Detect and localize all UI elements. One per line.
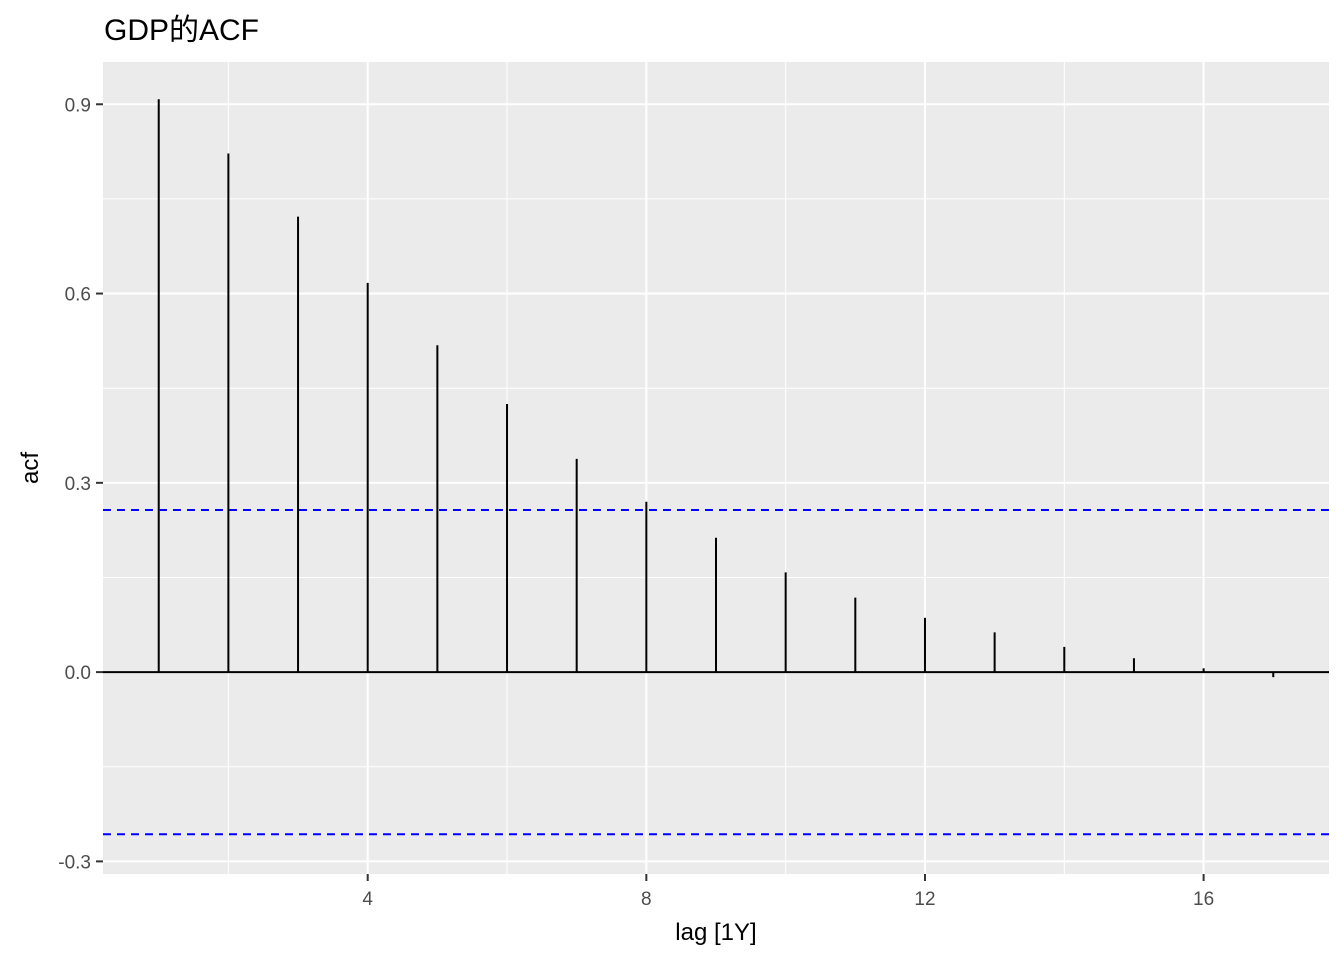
plot-panel [103, 62, 1329, 874]
y-tick-label: 0.0 [65, 663, 91, 684]
y-axis-ticks: -0.3 0.0 0.3 0.6 0.9 [58, 95, 103, 873]
x-axis-title: lag [1Y] [675, 919, 756, 946]
y-tick-label: 0.3 [65, 474, 91, 495]
acf-bars [103, 99, 1329, 678]
y-tick-label: 0.6 [65, 285, 91, 306]
chart-title: GDP的ACF [104, 14, 259, 47]
y-tick-label: 0.9 [65, 95, 91, 116]
x-axis-ticks: 4 8 12 16 [362, 874, 1214, 910]
x-tick-label: 8 [641, 889, 652, 910]
x-tick-label: 12 [914, 889, 935, 910]
y-tick-label: -0.3 [58, 852, 91, 873]
x-tick-label: 16 [1193, 889, 1214, 910]
x-tick-label: 4 [362, 889, 373, 910]
y-axis-title: acf [17, 452, 44, 484]
